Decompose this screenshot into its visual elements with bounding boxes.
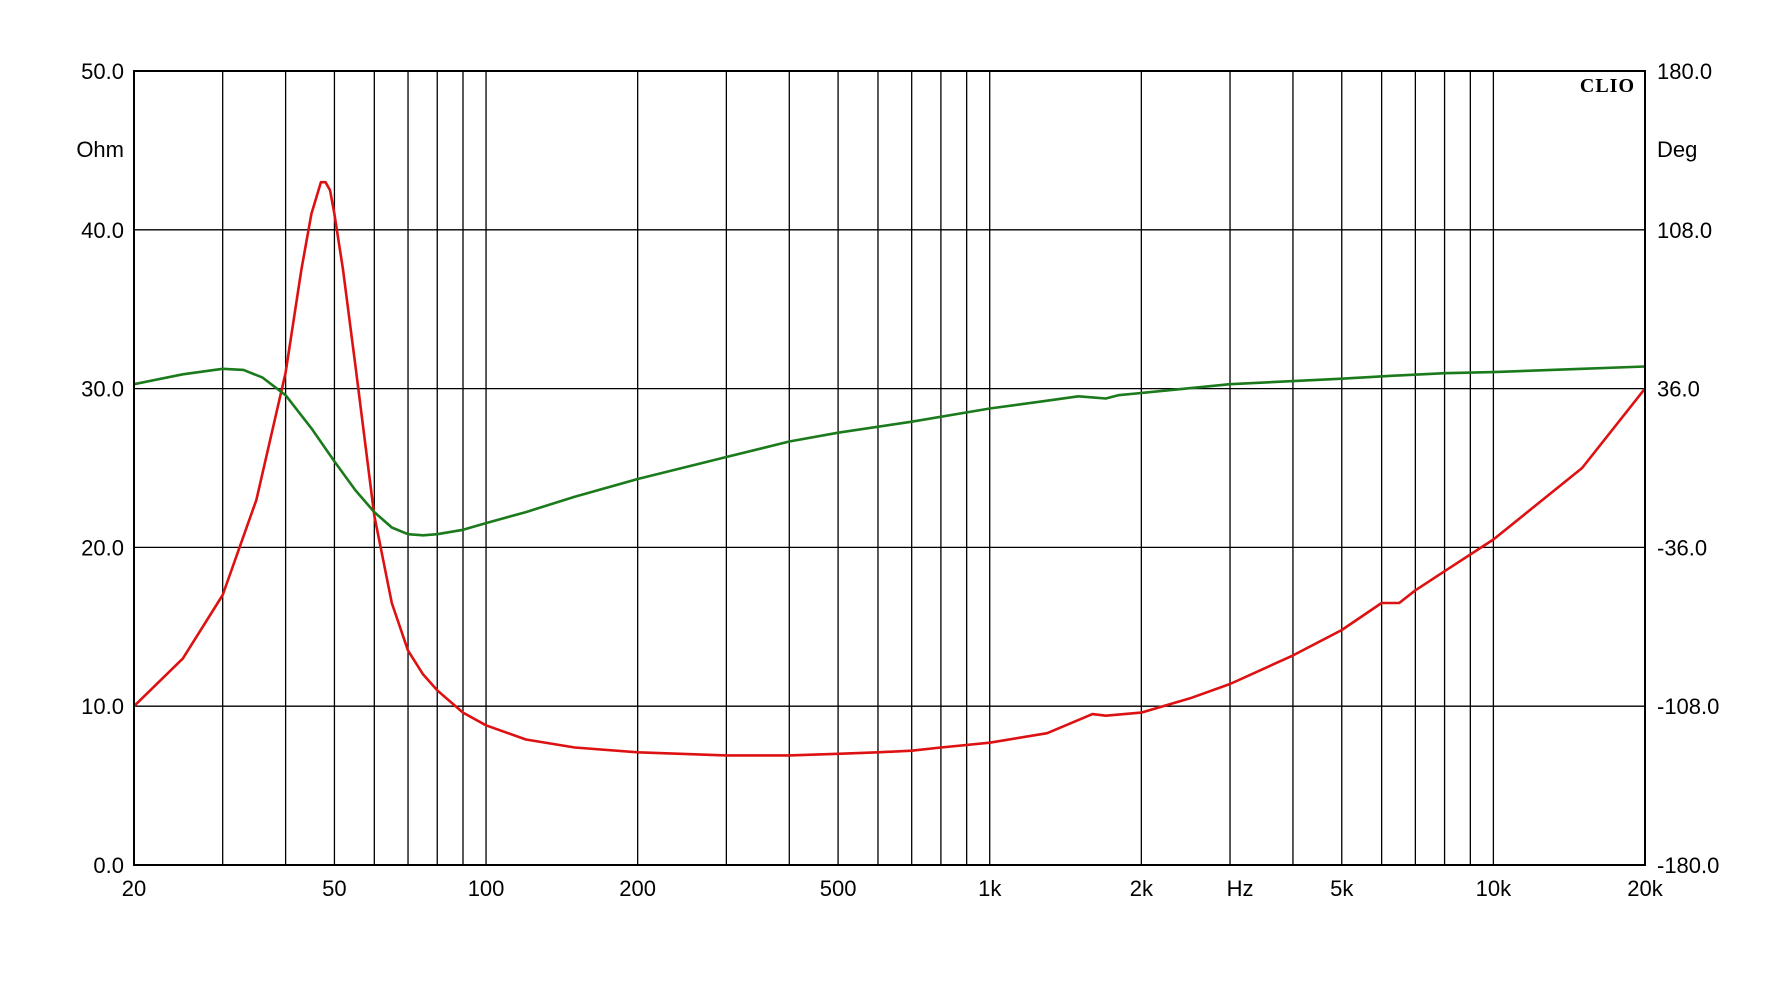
y-left-tick-label: 30.0 <box>81 377 124 402</box>
y-left-tick-label: 20.0 <box>81 535 124 560</box>
x-tick-label: 2k <box>1130 876 1154 901</box>
x-tick-label: 500 <box>820 876 857 901</box>
x-tick-label: 10k <box>1476 876 1512 901</box>
x-tick-label: 200 <box>619 876 656 901</box>
x-tick-label: 100 <box>468 876 505 901</box>
plot-frame <box>133 70 1646 866</box>
y-left-tick-label: 10.0 <box>81 694 124 719</box>
y-left-tick-label: 0.0 <box>93 853 124 878</box>
x-tick-label: 20k <box>1627 876 1663 901</box>
y-right-tick-label: -180.0 <box>1657 853 1719 878</box>
y-right-tick-label: 180.0 <box>1657 59 1712 84</box>
y-right-unit-label: Deg <box>1657 137 1697 162</box>
x-tick-label: 1k <box>978 876 1002 901</box>
y-left-tick-label: 50.0 <box>81 59 124 84</box>
y-right-tick-label: 36.0 <box>1657 377 1700 402</box>
x-tick-label: 20 <box>122 876 146 901</box>
y-right-tick-label: -36.0 <box>1657 535 1707 560</box>
y-right-tick-label: 108.0 <box>1657 218 1712 243</box>
y-left-tick-label: 40.0 <box>81 218 124 243</box>
phase-curve <box>133 365 1646 537</box>
y-right-tick-label: -108.0 <box>1657 694 1719 719</box>
clio-logo: CLIO <box>1580 75 1635 97</box>
impedance-curve <box>133 180 1647 757</box>
x-unit-label: Hz <box>1227 876 1254 901</box>
grid <box>133 70 1646 866</box>
curves <box>133 180 1647 757</box>
y-left-unit-label: Ohm <box>76 137 124 162</box>
axis-labels: 0.0 10.0 20.0 30.0 40.0 50.0 -180.0 -108.0 -36.0… <box>76 59 1719 901</box>
x-tick-label: 5k <box>1330 876 1354 901</box>
x-tick-label: 50 <box>322 876 346 901</box>
